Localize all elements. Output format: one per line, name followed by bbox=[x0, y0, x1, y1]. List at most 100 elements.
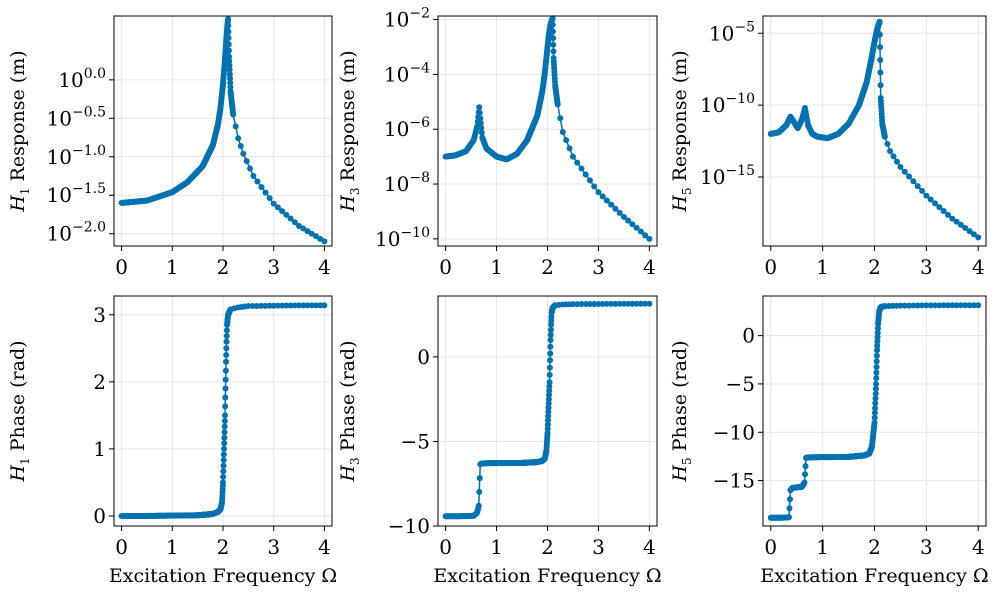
x-axis-title: Excitation Frequency Ω bbox=[109, 565, 337, 587]
data-point bbox=[873, 364, 880, 371]
data-point bbox=[910, 178, 917, 185]
data-point bbox=[546, 379, 553, 386]
y-tick-label: −5 bbox=[726, 372, 755, 396]
data-point bbox=[222, 403, 229, 410]
chart-panel-4: 0 1 2 3 4 0 1 2 3 H1 Phase (rad) Excitation Freque… bbox=[7, 295, 337, 587]
data-point bbox=[550, 48, 557, 55]
data-point bbox=[940, 302, 947, 309]
data-point bbox=[629, 300, 636, 307]
data-point bbox=[545, 408, 552, 415]
data-point bbox=[957, 221, 964, 228]
data-point bbox=[296, 302, 303, 309]
data-point bbox=[220, 457, 227, 464]
data-point bbox=[936, 302, 943, 309]
data-point bbox=[220, 479, 226, 486]
data-point bbox=[546, 371, 553, 378]
data-point bbox=[227, 84, 234, 91]
data-point bbox=[871, 409, 878, 416]
data-point bbox=[897, 163, 904, 170]
x-tick-label: 2 bbox=[868, 535, 881, 559]
data-point bbox=[266, 302, 273, 309]
data-point bbox=[478, 124, 485, 131]
data-point bbox=[477, 120, 484, 127]
data-point bbox=[881, 133, 888, 140]
data-point bbox=[975, 302, 982, 309]
y-tick-label: 0 bbox=[417, 345, 430, 369]
data-point bbox=[901, 168, 908, 175]
data-point bbox=[220, 473, 227, 480]
data-point bbox=[226, 58, 233, 65]
series-markers bbox=[442, 15, 653, 242]
data-point bbox=[936, 204, 943, 211]
chart-panel-2: 0 1 2 3 4 10−10 10−8 10−6 10−4 10−2 H3 Response (m… bbox=[337, 6, 658, 279]
data-point bbox=[550, 35, 557, 42]
data-point bbox=[901, 302, 908, 309]
data-point bbox=[279, 302, 286, 309]
data-point bbox=[221, 417, 228, 424]
data-point bbox=[563, 137, 570, 144]
data-point bbox=[923, 302, 930, 309]
data-point bbox=[582, 171, 589, 178]
data-point bbox=[932, 302, 938, 309]
x-tick-label: 3 bbox=[592, 535, 605, 559]
data-point bbox=[970, 231, 977, 238]
series-markers bbox=[118, 302, 328, 519]
data-point bbox=[608, 300, 615, 307]
data-point bbox=[253, 302, 260, 309]
data-point bbox=[476, 475, 483, 482]
data-point bbox=[223, 338, 230, 345]
data-point bbox=[873, 380, 880, 387]
data-point bbox=[550, 41, 557, 48]
data-point bbox=[225, 16, 232, 23]
chart-panel-1: 0 1 2 3 4 10−2.0 10−1.5 10−1.0 10−0.5 100.0 H1 Res… bbox=[7, 15, 333, 279]
y-tick-label: 10−15 bbox=[700, 163, 755, 189]
x-tick-label: 0 bbox=[764, 255, 777, 279]
data-point bbox=[222, 385, 229, 392]
data-point bbox=[874, 329, 881, 336]
y-axis-title: H3 Response (m) bbox=[337, 50, 362, 212]
data-point bbox=[223, 352, 230, 359]
data-point bbox=[220, 462, 227, 469]
data-point bbox=[291, 219, 298, 226]
data-point bbox=[871, 414, 878, 421]
x-tick-label: 3 bbox=[267, 535, 280, 559]
data-point bbox=[312, 302, 319, 309]
data-point bbox=[944, 211, 951, 218]
data-point bbox=[476, 104, 483, 111]
y-tick-label: 10−1.0 bbox=[47, 143, 106, 169]
data-point bbox=[547, 357, 554, 364]
data-point bbox=[608, 201, 615, 208]
data-point bbox=[872, 395, 879, 402]
data-point bbox=[953, 218, 960, 225]
data-point bbox=[872, 405, 879, 412]
data-point bbox=[646, 300, 653, 307]
data-point bbox=[910, 302, 917, 309]
data-point bbox=[476, 488, 483, 495]
series-markers bbox=[767, 18, 982, 241]
data-point bbox=[223, 345, 230, 352]
y-tick-label: 10−2.0 bbox=[47, 220, 106, 246]
data-point bbox=[893, 158, 900, 165]
data-point bbox=[569, 301, 576, 308]
y-tick-label: 2 bbox=[93, 370, 106, 394]
data-point bbox=[545, 404, 552, 411]
data-point bbox=[223, 358, 230, 365]
data-point bbox=[232, 123, 239, 130]
data-point bbox=[262, 302, 269, 309]
data-point bbox=[944, 302, 951, 309]
data-point bbox=[637, 300, 644, 307]
x-tick-label: 3 bbox=[920, 535, 933, 559]
data-point bbox=[546, 391, 553, 398]
data-point bbox=[970, 302, 977, 309]
data-point bbox=[940, 208, 947, 215]
y-axis-title: H1 Response (m) bbox=[7, 50, 32, 212]
data-point bbox=[245, 303, 252, 310]
data-point bbox=[317, 302, 324, 309]
data-point bbox=[646, 235, 653, 242]
data-point bbox=[874, 342, 881, 349]
data-point bbox=[932, 200, 938, 207]
data-point bbox=[300, 302, 307, 309]
data-point bbox=[283, 302, 290, 309]
data-point bbox=[612, 205, 619, 212]
data-point bbox=[547, 326, 554, 333]
